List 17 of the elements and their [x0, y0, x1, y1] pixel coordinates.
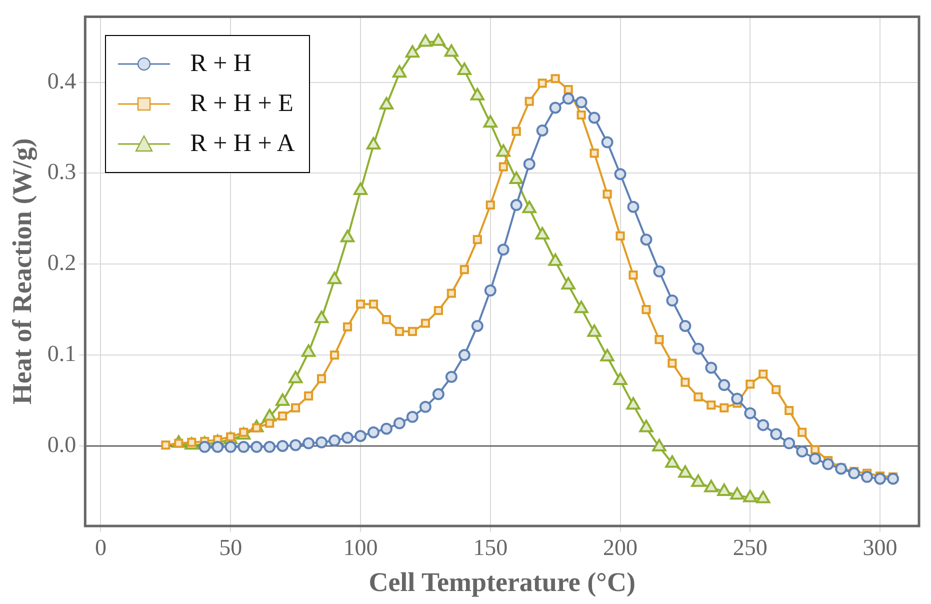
x-tick-label: 250 — [732, 534, 768, 560]
y-tick-label: 0.3 — [47, 159, 76, 184]
y-tick-label: 0.2 — [47, 250, 76, 276]
legend-label: R + H — [190, 50, 252, 78]
x-tick-label: 150 — [473, 534, 508, 560]
y-tick-label: 0.0 — [47, 432, 76, 458]
y-axis-title: Heat of Reaction (W/g) — [7, 138, 38, 404]
x-axis-title: Cell Tempterature (°C) — [368, 566, 636, 597]
x-tick-label: 100 — [343, 534, 378, 560]
x-tick-label: 300 — [862, 534, 898, 560]
legend-label: R + H + E — [190, 90, 294, 118]
y-tick-label: 0.4 — [47, 68, 77, 94]
x-tick-label: 200 — [603, 534, 638, 560]
x-tick-label: 0 — [94, 534, 106, 560]
y-tick-label: 0.1 — [47, 341, 76, 366]
legend-label: R + H + A — [190, 130, 295, 158]
x-tick-label: 50 — [219, 534, 242, 560]
